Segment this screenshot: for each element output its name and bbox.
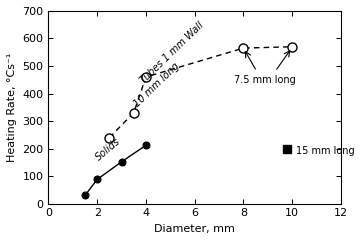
Text: 7.5 mm long: 7.5 mm long	[234, 75, 296, 85]
Text: 15 mm long: 15 mm long	[296, 146, 354, 155]
Text: Solids: Solids	[94, 136, 122, 163]
Text: 10 mm long: 10 mm long	[132, 60, 182, 109]
X-axis label: Diameter, mm: Diameter, mm	[154, 224, 235, 234]
Text: Tubes 1 mm Wall: Tubes 1 mm Wall	[139, 20, 206, 85]
Y-axis label: Heating Rate, °Cs⁻¹: Heating Rate, °Cs⁻¹	[7, 53, 17, 162]
